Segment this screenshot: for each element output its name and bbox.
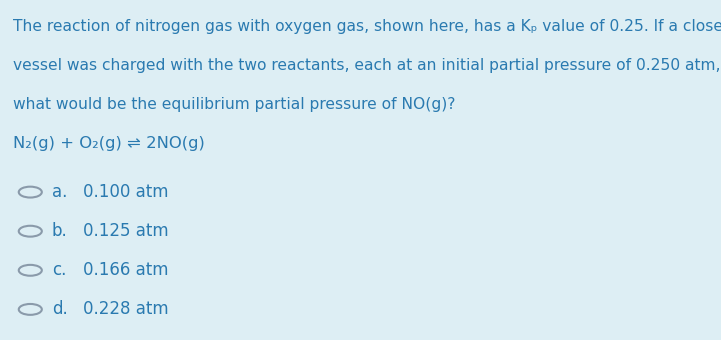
Text: 0.125 atm: 0.125 atm	[83, 222, 169, 240]
Text: what would be the equilibrium partial pressure of NO(g)?: what would be the equilibrium partial pr…	[13, 97, 456, 112]
Text: N₂(g) + O₂(g) ⇌ 2NO(g): N₂(g) + O₂(g) ⇌ 2NO(g)	[13, 136, 205, 151]
Text: a.: a.	[52, 183, 67, 201]
Text: d.: d.	[52, 301, 68, 318]
Text: b.: b.	[52, 222, 68, 240]
Text: The reaction of nitrogen gas with oxygen gas, shown here, has a Kₚ value of 0.25: The reaction of nitrogen gas with oxygen…	[13, 19, 721, 34]
Text: vessel was charged with the two reactants, each at an initial partial pressure o: vessel was charged with the two reactant…	[13, 58, 720, 73]
Text: c.: c.	[52, 261, 66, 279]
Text: 0.166 atm: 0.166 atm	[83, 261, 169, 279]
Text: 0.100 atm: 0.100 atm	[83, 183, 169, 201]
Text: 0.228 atm: 0.228 atm	[83, 301, 169, 318]
